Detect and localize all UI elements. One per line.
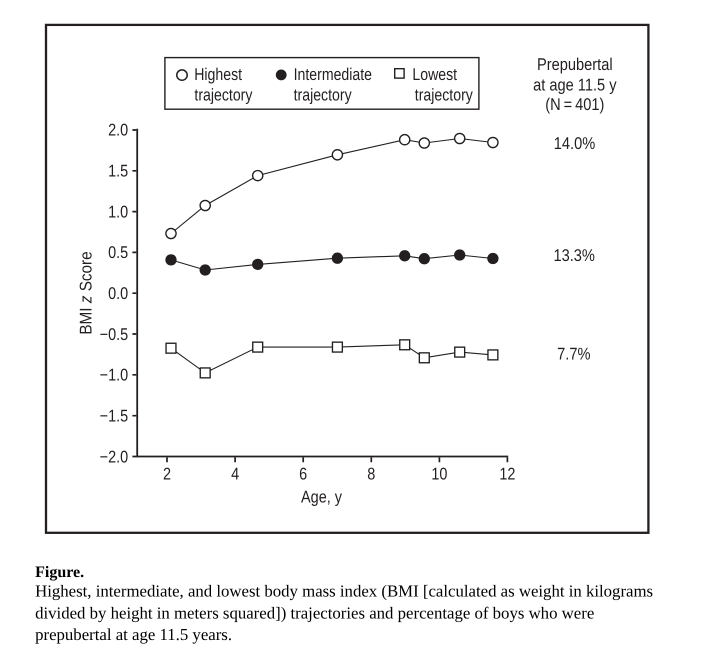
svg-text:−1.0: −1.0 <box>100 366 129 385</box>
svg-text:Prepubertal: Prepubertal <box>537 55 613 74</box>
svg-text:12: 12 <box>499 465 515 484</box>
svg-text:Lowest: Lowest <box>412 65 457 84</box>
svg-text:trajectory: trajectory <box>415 85 473 104</box>
svg-text:8: 8 <box>367 465 375 484</box>
svg-text:7.7%: 7.7% <box>557 345 590 364</box>
svg-text:2.0: 2.0 <box>108 121 128 140</box>
svg-text:Highest, intermediate, and low: Highest, intermediate, and lowest body m… <box>35 581 653 600</box>
svg-text:at age 11.5 y: at age 11.5 y <box>533 75 617 94</box>
svg-text:−2.0: −2.0 <box>100 447 129 466</box>
svg-text:BMI z Score: BMI z Score <box>77 251 96 334</box>
svg-text:14.0%: 14.0% <box>554 134 595 153</box>
svg-text:Figure.: Figure. <box>35 564 84 581</box>
svg-text:trajectory: trajectory <box>194 85 252 104</box>
svg-text:6: 6 <box>299 465 307 484</box>
svg-text:Intermediate: Intermediate <box>294 65 372 84</box>
svg-text:−0.5: −0.5 <box>100 325 129 344</box>
svg-text:1.0: 1.0 <box>108 202 128 221</box>
svg-text:prepubertal at age 11.5 years.: prepubertal at age 11.5 years. <box>35 625 232 644</box>
svg-text:4: 4 <box>231 465 239 484</box>
svg-text:0.0: 0.0 <box>108 284 128 303</box>
svg-text:13.3%: 13.3% <box>553 246 594 265</box>
svg-text:2: 2 <box>163 465 171 484</box>
svg-text:10: 10 <box>431 465 447 484</box>
svg-text:trajectory: trajectory <box>294 85 352 104</box>
svg-text:(N = 401): (N = 401) <box>545 95 604 114</box>
svg-text:divided by height in meters sq: divided by height in meters squared]) tr… <box>35 604 594 623</box>
svg-text:Highest: Highest <box>194 65 242 84</box>
svg-text:Age, y: Age, y <box>301 487 342 506</box>
svg-text:−1.5: −1.5 <box>100 407 129 426</box>
svg-text:0.5: 0.5 <box>108 243 128 262</box>
svg-text:1.5: 1.5 <box>108 162 128 181</box>
